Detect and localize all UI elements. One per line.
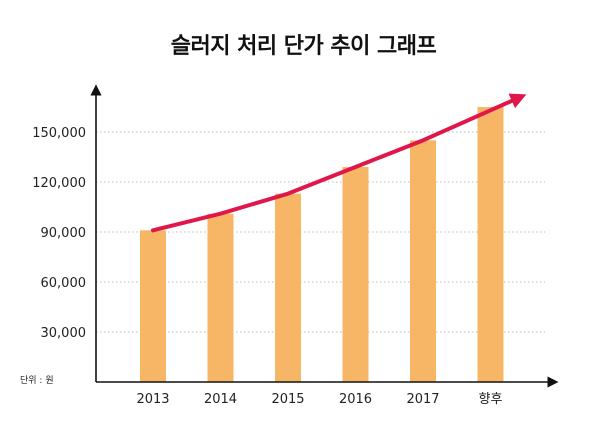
axes — [90, 84, 559, 388]
x-tick-labels: 2013 2014 2015 2016 2017 향후 — [136, 392, 502, 407]
x-tick-label: 향후 — [479, 392, 503, 407]
x-tick-label: 2013 — [136, 392, 169, 407]
bar — [140, 230, 166, 382]
x-tick-label: 2016 — [339, 392, 372, 407]
y-tick-labels: 30,000 60,000 90,000 120,000 150,000 — [32, 126, 86, 341]
y-tick-label: 90,000 — [41, 226, 87, 241]
trend-line-group — [151, 93, 527, 233]
y-tick-label: 150,000 — [32, 126, 86, 141]
bar — [342, 167, 369, 382]
x-tick-label: 2014 — [204, 392, 237, 407]
x-tick-label: 2015 — [271, 392, 304, 407]
y-tick-label: 120,000 — [32, 176, 86, 191]
y-tick-label: 60,000 — [41, 276, 87, 291]
chart-title: 슬러지 처리 단가 추이 그래프 — [170, 34, 437, 59]
y-tick-label: 30,000 — [41, 326, 87, 341]
x-tick-label: 2017 — [406, 392, 439, 407]
trend-line — [151, 93, 527, 233]
bar — [207, 213, 234, 382]
bar — [410, 140, 436, 382]
bar — [477, 107, 504, 382]
bars — [140, 107, 504, 382]
unit-label: 단위 : 원 — [20, 375, 54, 386]
bar — [275, 193, 301, 382]
